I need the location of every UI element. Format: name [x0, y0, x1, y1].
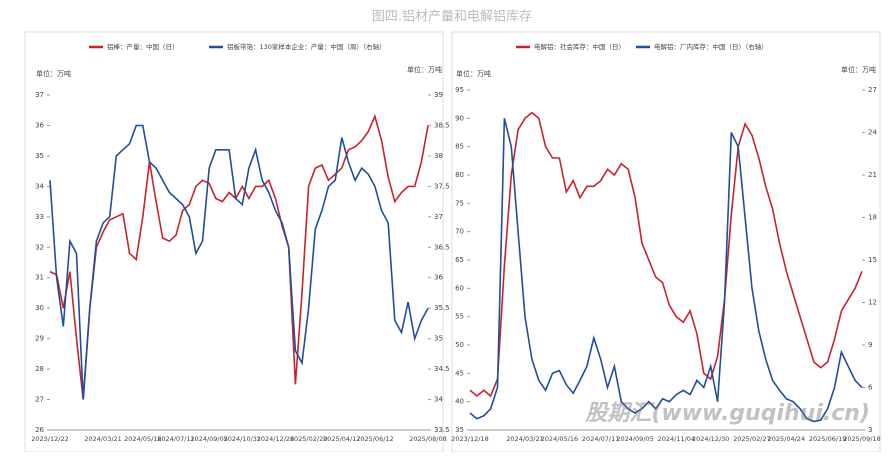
y2-tick-label: 37.5 — [434, 182, 450, 190]
legend-label: 电解铝：厂内库存：中国（日）（右轴） — [654, 42, 768, 51]
y-tick-label: 33 — [35, 213, 44, 221]
y2-tick-label: 27 — [868, 86, 877, 94]
y2-tick-label: 33.5 — [434, 426, 450, 434]
x-tick-label: 2025/04/17 — [323, 435, 360, 443]
series-line — [49, 113, 429, 400]
y-tick-label: 60 — [455, 284, 464, 292]
y-tick-label: 36 — [35, 121, 44, 129]
y2-tick-label: 37 — [434, 213, 443, 221]
y-axis-unit: 单位：万吨 — [456, 69, 491, 78]
watermark: 股期汇(www.guqihui.cn) — [584, 401, 870, 426]
x-tick-label: 2024/12/30 — [692, 435, 729, 443]
series-line — [469, 111, 863, 398]
y2-tick-label: 34 — [434, 396, 443, 404]
x-tick-label: 2024/07/11 — [582, 435, 619, 443]
y-tick-label: 32 — [35, 243, 44, 251]
y2-tick-label: 35 — [434, 335, 443, 343]
x-tick-label: 2024/09/05 — [616, 435, 653, 443]
panel-frame — [24, 31, 444, 453]
x-tick-label: 2023/12/22 — [31, 435, 68, 443]
y-tick-label: 55 — [455, 313, 464, 321]
x-tick-label: 2025/08/08 — [409, 435, 446, 443]
x-tick-label: 2025/06/19 — [809, 435, 846, 443]
x-tick-label: 2024/11/04 — [658, 435, 695, 443]
x-tick-label: 2025/02/27 — [733, 435, 770, 443]
x-tick-label: 2025/04/24 — [768, 435, 805, 443]
y-tick-label: 37 — [35, 91, 44, 99]
y2-tick-label: 24 — [868, 129, 877, 137]
y-tick-label: 27 — [35, 396, 44, 404]
y2-tick-label: 9 — [868, 341, 872, 349]
series-line — [49, 124, 429, 400]
x-tick-label: 2023/12/18 — [451, 435, 488, 443]
y2-tick-label: 36.5 — [434, 243, 450, 251]
y-tick-label: 29 — [35, 335, 44, 343]
x-tick-label: 2024/12/26 — [257, 435, 294, 443]
x-tick-label: 2024/07/11 — [157, 435, 194, 443]
x-tick-label: 2024/05/16 — [124, 435, 161, 443]
y-tick-label: 31 — [35, 274, 44, 282]
y2-tick-label: 6 — [868, 384, 873, 392]
y-tick-label: 34 — [35, 182, 44, 190]
x-tick-label: 2025/09/18 — [843, 435, 880, 443]
legend-label: 铝棒：产量：中国（日） — [107, 42, 179, 51]
y2-tick-label: 36 — [434, 274, 443, 282]
y-tick-label: 90 — [455, 114, 464, 122]
y-tick-label: 45 — [455, 369, 464, 377]
y2-tick-label: 35.5 — [434, 304, 450, 312]
y-axis-unit: 单位：万吨 — [36, 69, 71, 78]
y-tick-label: 40 — [455, 398, 464, 406]
y-tick-label: 35 — [455, 426, 464, 434]
y2-axis-unit: 单位：万吨 — [407, 65, 442, 74]
y-tick-label: 30 — [35, 304, 44, 312]
series-line — [469, 118, 863, 423]
y-tick-label: 70 — [455, 228, 464, 236]
y-tick-label: 26 — [35, 426, 44, 434]
y-tick-label: 85 — [455, 143, 464, 151]
y-tick-label: 95 — [455, 86, 464, 94]
x-tick-label: 2025/06/12 — [356, 435, 393, 443]
y2-tick-label: 12 — [868, 299, 877, 307]
y2-tick-label: 15 — [868, 256, 877, 264]
legend-label: 铝板带箔：130家样本企业：产量：中国（周）（右轴） — [227, 42, 386, 51]
y-tick-label: 35 — [35, 152, 44, 160]
y-tick-label: 75 — [455, 199, 464, 207]
y2-tick-label: 38 — [434, 152, 443, 160]
panel-frame — [451, 31, 881, 453]
x-tick-label: 2024/10/31 — [224, 435, 261, 443]
y-tick-label: 28 — [35, 365, 44, 373]
page-title: 图四.铝材产量和电解铝库存 — [372, 9, 532, 25]
y2-axis-unit: 单位：万吨 — [841, 65, 876, 74]
x-tick-label: 2024/03/21 — [84, 435, 121, 443]
y2-tick-label: 18 — [868, 214, 877, 222]
y-tick-label: 80 — [455, 171, 464, 179]
y2-tick-label: 21 — [868, 171, 877, 179]
y2-tick-label: 39 — [434, 91, 443, 99]
y2-tick-label: 38.5 — [434, 121, 450, 129]
x-tick-label: 2024/03/21 — [506, 435, 543, 443]
y2-tick-label: 3 — [868, 426, 872, 434]
x-tick-label: 2025/02/20 — [290, 435, 327, 443]
y-tick-label: 50 — [455, 341, 464, 349]
legend-label: 电解铝：社会库存：中国（日） — [534, 42, 625, 51]
y-tick-label: 65 — [455, 256, 464, 264]
y2-tick-label: 34.5 — [434, 365, 450, 373]
x-tick-label: 2024/09/05 — [190, 435, 227, 443]
x-tick-label: 2024/05/16 — [541, 435, 578, 443]
